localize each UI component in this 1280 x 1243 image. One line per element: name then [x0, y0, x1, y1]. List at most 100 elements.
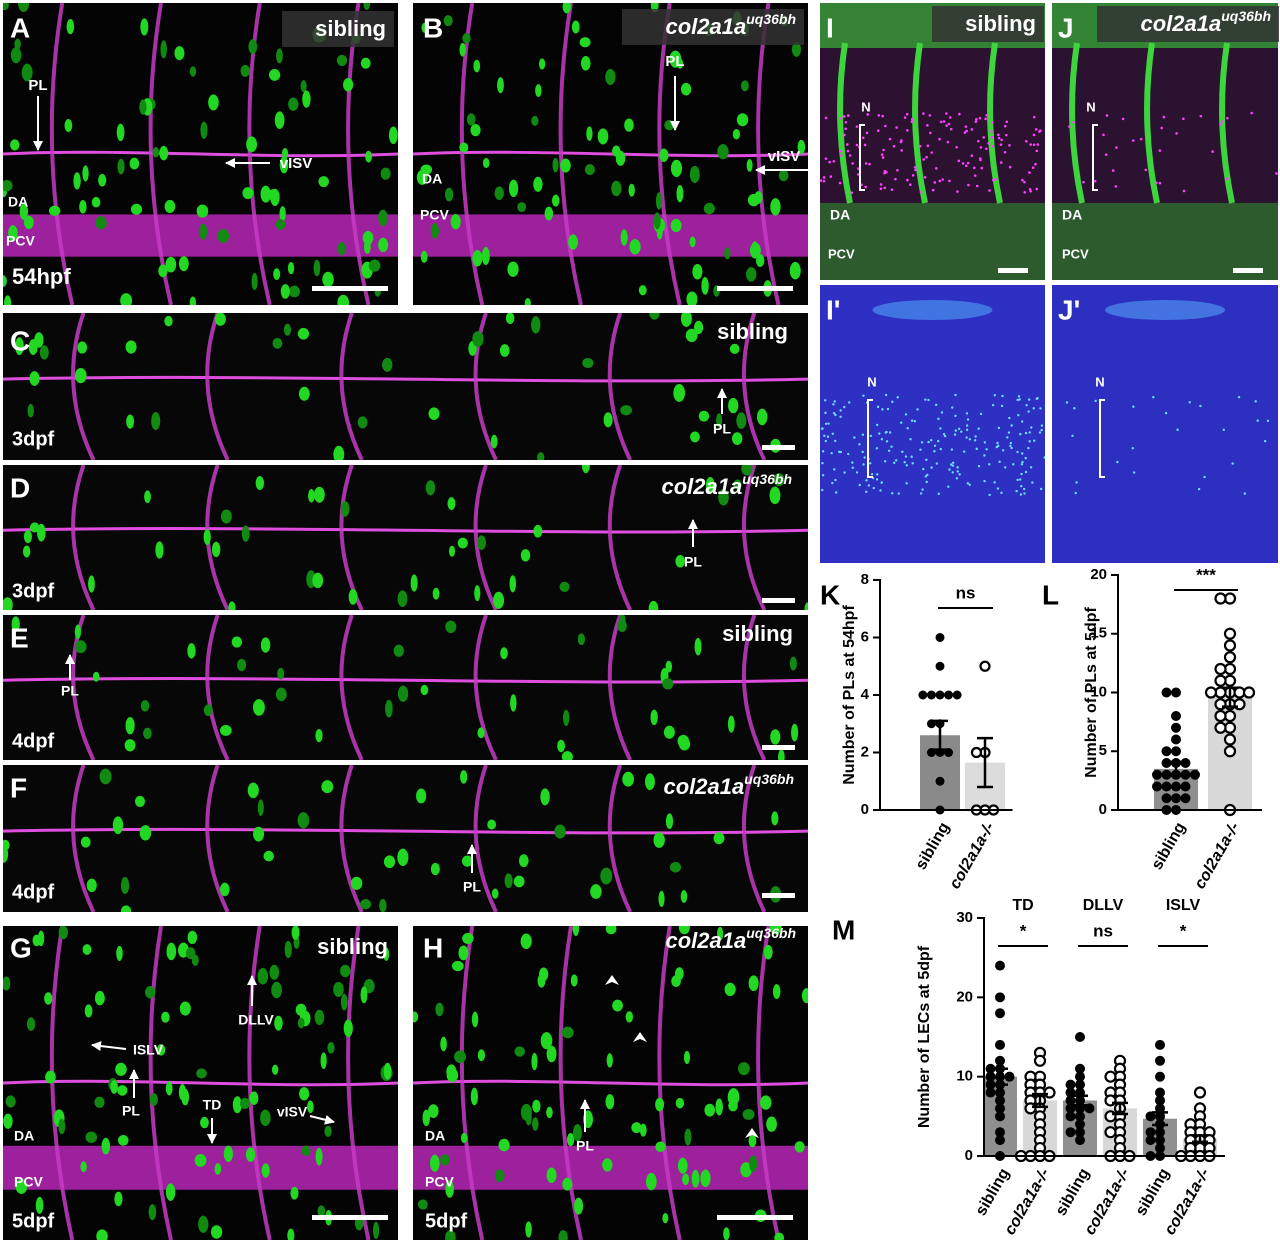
- y-tick-label: 10: [1090, 683, 1107, 700]
- nucleus: [19, 203, 29, 220]
- y-tick-label: 10: [956, 1068, 973, 1085]
- panel-letter: L: [1042, 579, 1059, 610]
- nucleus: [746, 267, 757, 282]
- vessel: [607, 313, 632, 460]
- data-point: [918, 690, 928, 700]
- x-tick-label: sibling: [1149, 820, 1190, 873]
- data-point: [995, 1127, 1005, 1138]
- nucleus: [568, 234, 579, 250]
- annotation: ISLV: [133, 1042, 164, 1058]
- speck: [925, 155, 928, 159]
- speck: [947, 122, 951, 126]
- y-axis-label: Number of PLs at 5dpf: [1083, 606, 1100, 777]
- data-point: [1155, 1095, 1165, 1106]
- annotation: 4dpf: [12, 881, 55, 903]
- speck: [821, 450, 825, 453]
- speck: [951, 461, 955, 465]
- nucleus: [507, 261, 519, 277]
- nucleus: [574, 1197, 584, 1215]
- nucleus: [220, 882, 230, 897]
- speck: [881, 114, 884, 118]
- speck: [970, 154, 974, 158]
- data-point: [1161, 769, 1172, 780]
- nucleus: [333, 445, 345, 460]
- vessel: [413, 150, 808, 158]
- nucleus: [741, 465, 753, 476]
- speck: [1158, 149, 1162, 152]
- data-point: [1223, 627, 1237, 640]
- nucleus: [187, 930, 198, 945]
- nucleus: [23, 530, 32, 544]
- speck: [1028, 187, 1032, 191]
- nucleus: [462, 33, 471, 44]
- speck: [861, 136, 865, 140]
- speck: [850, 191, 854, 194]
- nucleus: [690, 431, 700, 443]
- speck: [998, 460, 1001, 464]
- speck: [1075, 481, 1078, 484]
- data-point: [995, 1087, 1005, 1098]
- speck: [851, 461, 854, 464]
- speck: [996, 441, 999, 445]
- error-bar: [992, 1067, 1008, 1086]
- data-point: [1065, 1127, 1076, 1138]
- speck: [883, 186, 887, 190]
- nucleus: [440, 1154, 450, 1166]
- nucleus: [66, 18, 75, 35]
- nucleus: [620, 405, 632, 416]
- nucleus: [313, 486, 325, 503]
- nucleus: [287, 262, 295, 275]
- speck: [824, 422, 828, 425]
- panel: [3, 465, 808, 610]
- speck: [1004, 466, 1007, 469]
- nucleus: [770, 198, 781, 216]
- speck: [824, 157, 828, 160]
- nucleus: [3, 275, 7, 287]
- nucleus: [95, 216, 107, 230]
- y-tick-label: 30: [956, 909, 973, 926]
- nucleus: [3, 179, 13, 192]
- speck: [1008, 144, 1011, 147]
- nucleus: [662, 1212, 669, 1224]
- nucleus: [580, 55, 591, 71]
- scale-bar: [762, 893, 795, 898]
- allele: uq36bh: [744, 771, 794, 787]
- speck: [1029, 189, 1033, 193]
- nucleus: [275, 219, 286, 230]
- data-point: [1223, 745, 1237, 758]
- nucleus: [39, 345, 49, 360]
- nucleus: [350, 876, 363, 890]
- nucleus: [460, 1132, 468, 1144]
- nucleus: [84, 1004, 93, 1018]
- data-point: [1180, 781, 1191, 792]
- annotation: PCV: [420, 207, 449, 223]
- annotation: PL: [61, 683, 79, 699]
- nucleus: [533, 524, 543, 538]
- nucleus: [698, 410, 710, 422]
- speck: [1019, 478, 1022, 481]
- speck: [977, 139, 980, 143]
- speck: [893, 461, 896, 465]
- speck: [901, 450, 904, 454]
- speck: [861, 433, 865, 436]
- significance-label: ns: [1093, 921, 1113, 940]
- nucleus: [603, 412, 613, 428]
- data-point: [935, 690, 945, 700]
- nucleus: [551, 194, 560, 207]
- nucleus: [32, 934, 41, 947]
- y-tick-label: 15: [1090, 625, 1107, 642]
- data-point: [1223, 733, 1237, 746]
- panel: [413, 926, 808, 1240]
- nucleus: [417, 1199, 428, 1210]
- nucleus: [791, 723, 799, 742]
- speck: [925, 458, 928, 462]
- speck: [965, 129, 969, 133]
- speck: [910, 120, 914, 123]
- vessel: [1069, 42, 1085, 204]
- speck: [883, 169, 887, 173]
- y-tick-label: 8: [861, 571, 869, 588]
- nucleus: [86, 878, 97, 893]
- nucleus: [208, 94, 219, 111]
- data-point: [1104, 1126, 1117, 1139]
